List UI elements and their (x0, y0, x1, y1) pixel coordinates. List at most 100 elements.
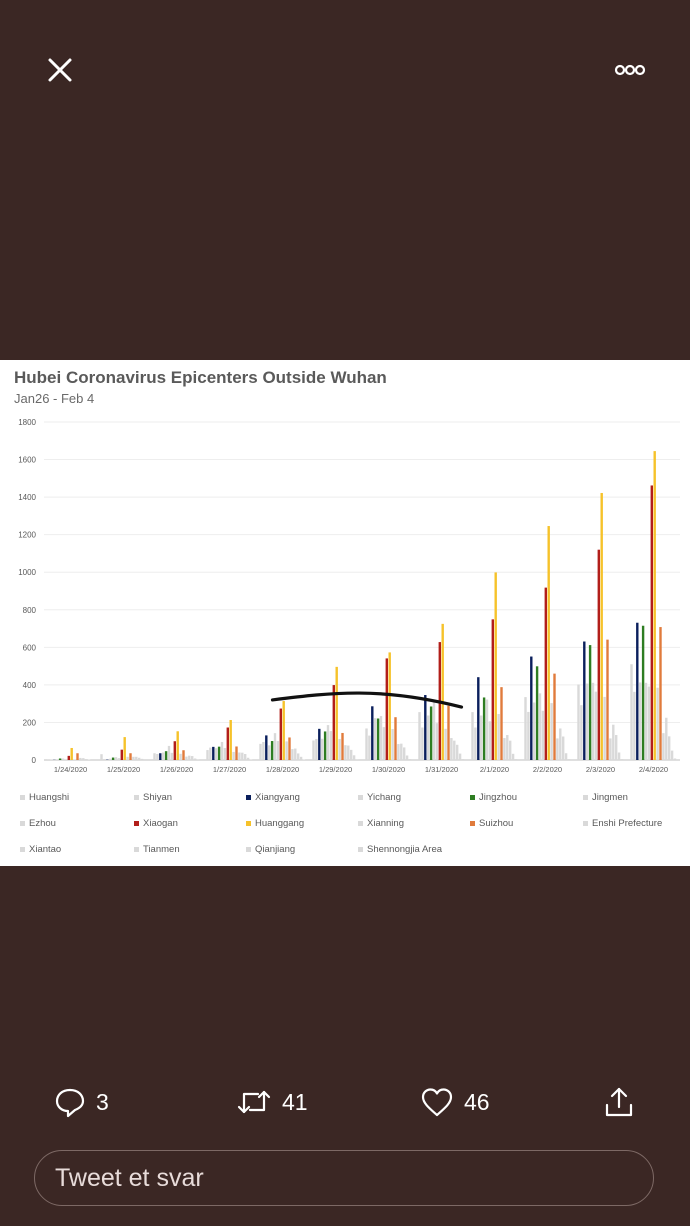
legend-swatch (583, 821, 588, 826)
bar (559, 728, 562, 760)
bar (647, 686, 651, 760)
bar (639, 682, 642, 760)
bar (650, 485, 653, 760)
bar (665, 717, 668, 760)
bar (226, 727, 229, 760)
bar (371, 706, 374, 760)
legend-swatch (470, 821, 475, 826)
legend-label: Xiaogan (143, 818, 178, 829)
bar (586, 683, 589, 760)
bar (673, 758, 677, 760)
chart-image[interactable]: 0 200 400 600 800 1000 1200 1400 1600 1800 1/24/20… (0, 360, 690, 866)
bar (394, 717, 397, 760)
bar (318, 728, 321, 760)
bar (170, 752, 174, 760)
bar (347, 745, 350, 760)
bar (179, 753, 182, 760)
x-tick-label: 1/30/2020 (372, 765, 405, 774)
retweet-button[interactable]: 41 (236, 1078, 308, 1126)
reply-count: 3 (96, 1088, 109, 1115)
bar (405, 755, 409, 760)
bar (315, 738, 318, 760)
legend-swatch (20, 847, 25, 852)
chart-subtitle: Jan26 - Feb 4 (14, 391, 95, 406)
bar (471, 712, 474, 760)
bar (653, 451, 656, 760)
bar (282, 701, 285, 760)
legend-swatch (134, 821, 139, 826)
bar (564, 753, 568, 760)
bar (453, 740, 456, 760)
bar (567, 759, 571, 760)
x-tick-label: 1/25/2020 (107, 765, 140, 774)
x-tick-label: 2/4/2020 (639, 765, 668, 774)
reply-button[interactable]: 3 (54, 1078, 109, 1126)
bar (488, 721, 492, 760)
bar (173, 741, 176, 760)
bar (246, 757, 250, 760)
bar (594, 691, 598, 760)
like-button[interactable]: 46 (420, 1078, 490, 1126)
bar (276, 741, 280, 760)
legend-label: Huanggang (255, 818, 304, 829)
y-tick-label: 400 (23, 681, 37, 690)
bar (527, 711, 530, 760)
legend-swatch (246, 821, 251, 826)
bar (544, 587, 547, 760)
more-options-button[interactable] (606, 52, 654, 88)
bar (82, 758, 85, 760)
legend-label: Xianning (367, 818, 404, 829)
bar (344, 745, 347, 760)
bar (444, 728, 447, 760)
bar (61, 758, 65, 760)
bar (533, 702, 536, 760)
bar (132, 756, 135, 760)
bar (535, 666, 539, 760)
bar (506, 735, 509, 760)
share-icon (605, 1087, 633, 1117)
close-button[interactable] (40, 50, 80, 90)
bar (606, 639, 609, 760)
bar (164, 751, 168, 760)
bar (70, 747, 73, 760)
share-button[interactable] (602, 1078, 636, 1126)
bar (321, 738, 324, 760)
bar (397, 744, 400, 760)
bar (47, 759, 50, 760)
bar (223, 747, 227, 760)
bar (620, 759, 624, 760)
bar (259, 743, 262, 760)
bar (229, 720, 232, 760)
bar (191, 756, 194, 760)
bar (338, 738, 341, 760)
bar (670, 750, 674, 760)
like-count: 46 (464, 1088, 490, 1115)
legend-label: Yichang (367, 792, 401, 803)
bar (509, 740, 512, 760)
bar (291, 749, 294, 760)
bar (355, 759, 359, 760)
legend-label: Jingzhou (479, 792, 517, 803)
bar (403, 747, 406, 760)
legend-swatch (470, 795, 475, 800)
bar (352, 755, 356, 760)
chart-plot: 0 200 400 600 800 1000 1200 1400 1600 1800 1/24/20… (18, 418, 680, 855)
x-tick-label: 1/27/2020 (213, 765, 246, 774)
legend-label: Tianmen (143, 844, 180, 855)
bar (432, 699, 436, 760)
legend-label: Jingmen (592, 792, 628, 803)
retweet-count: 41 (282, 1088, 308, 1115)
y-tick-label: 1600 (18, 456, 36, 465)
bar (480, 715, 483, 760)
bar (326, 725, 330, 760)
reply-input[interactable]: Tweet et svar (34, 1150, 654, 1206)
legend-swatch (20, 795, 25, 800)
bar (58, 758, 62, 760)
y-tick-label: 800 (23, 606, 37, 615)
bar (140, 758, 144, 760)
bar (630, 664, 633, 760)
retweet-icon (237, 1090, 271, 1114)
bar (215, 748, 218, 760)
bar (597, 549, 600, 760)
bar (615, 735, 618, 760)
